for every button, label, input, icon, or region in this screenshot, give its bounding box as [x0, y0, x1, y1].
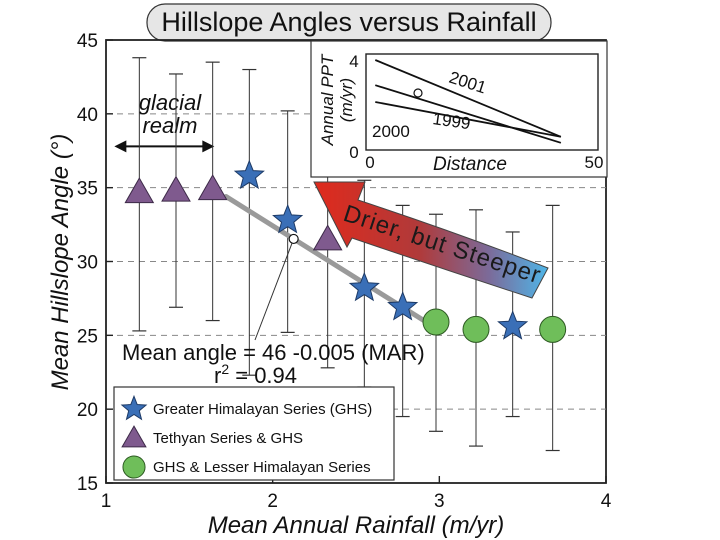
y-tick-label: 25 [77, 326, 98, 347]
inset-line-2000 [375, 84, 562, 144]
y-tick-label: 15 [77, 474, 98, 495]
x-tick-label: 4 [601, 491, 612, 512]
inset-line-1999 [375, 101, 562, 138]
legend-star-icon [120, 394, 148, 421]
legend: Greater Himalayan Series (GHS) Tethyan S… [113, 386, 395, 481]
legend-label-ghs: Greater Himalayan Series (GHS) [153, 401, 372, 418]
x-tick-label: 1 [101, 491, 112, 512]
regression-equation: Mean angle = 46 -0.005 (MAR) [122, 340, 425, 365]
inset-label-2000: 2000 [372, 122, 410, 141]
legend-label-lhs: GHS & Lesser Himalayan Series [153, 459, 371, 476]
y-tick-label: 20 [77, 400, 98, 421]
star-marker-3 [387, 290, 419, 321]
triangle-marker-1 [161, 175, 191, 202]
legend-markers [120, 394, 148, 479]
inset-x-label: Distance [433, 154, 507, 175]
x-axis-label: Mean Annual Rainfall (m/yr) [208, 512, 505, 539]
glacial-label-line1: glacial [139, 90, 202, 115]
y-tick-label: 30 [77, 253, 98, 274]
x-tick-label: 3 [434, 491, 445, 512]
data-markers [124, 159, 567, 343]
y-axis-label: Mean Hillslope Angle (°) [47, 134, 74, 391]
regression-mean-circle [288, 233, 299, 245]
legend-label-tethyan: Tethyan Series & GHS [153, 430, 303, 447]
triangle-marker-0 [124, 177, 155, 204]
legend-triangle-icon [121, 425, 147, 448]
regression-leader [254, 238, 295, 341]
triangle-marker-3 [312, 224, 343, 251]
triangle-marker-2 [197, 174, 228, 201]
inset-plot-frame [365, 53, 599, 151]
inset-x-tick-50: 50 [585, 153, 604, 172]
y-tick-label: 40 [77, 105, 98, 126]
inset-line-2001 [374, 59, 562, 138]
inset-y-label-line2: (m/yr) [337, 78, 356, 122]
glacial-label-line2: realm [142, 113, 197, 138]
circle-marker-2 [539, 315, 567, 343]
circle-marker-0 [422, 308, 450, 336]
legend-circle-icon [122, 455, 146, 479]
inset-y-tick-0: 0 [349, 143, 358, 162]
y-tick-label: 35 [77, 179, 98, 200]
inset-y-tick-4: 4 [349, 52, 358, 71]
star-marker-1 [272, 203, 304, 234]
star-marker-2 [348, 271, 380, 302]
inset-chart: Annual PPT (m/yr) Distance 0 50 4 0 2001… [310, 40, 608, 178]
circle-marker-1 [462, 315, 490, 343]
inset-x-tick-0: 0 [365, 153, 374, 172]
star-marker-4 [497, 310, 529, 340]
inset-y-label-line1: Annual PPT [318, 53, 337, 146]
regression-r2: r2 = 0.94 [214, 361, 297, 388]
star-marker-0 [233, 159, 265, 190]
x-tick-label: 2 [267, 491, 278, 512]
chart-title: Hillslope Angles versus Rainfall [161, 7, 536, 37]
inset-lines [374, 59, 562, 144]
inset-mean-circle [413, 88, 423, 98]
y-tick-label: 45 [77, 31, 98, 52]
drier-steeper-arrow [313, 181, 549, 299]
glacial-range-arrow [114, 140, 215, 153]
